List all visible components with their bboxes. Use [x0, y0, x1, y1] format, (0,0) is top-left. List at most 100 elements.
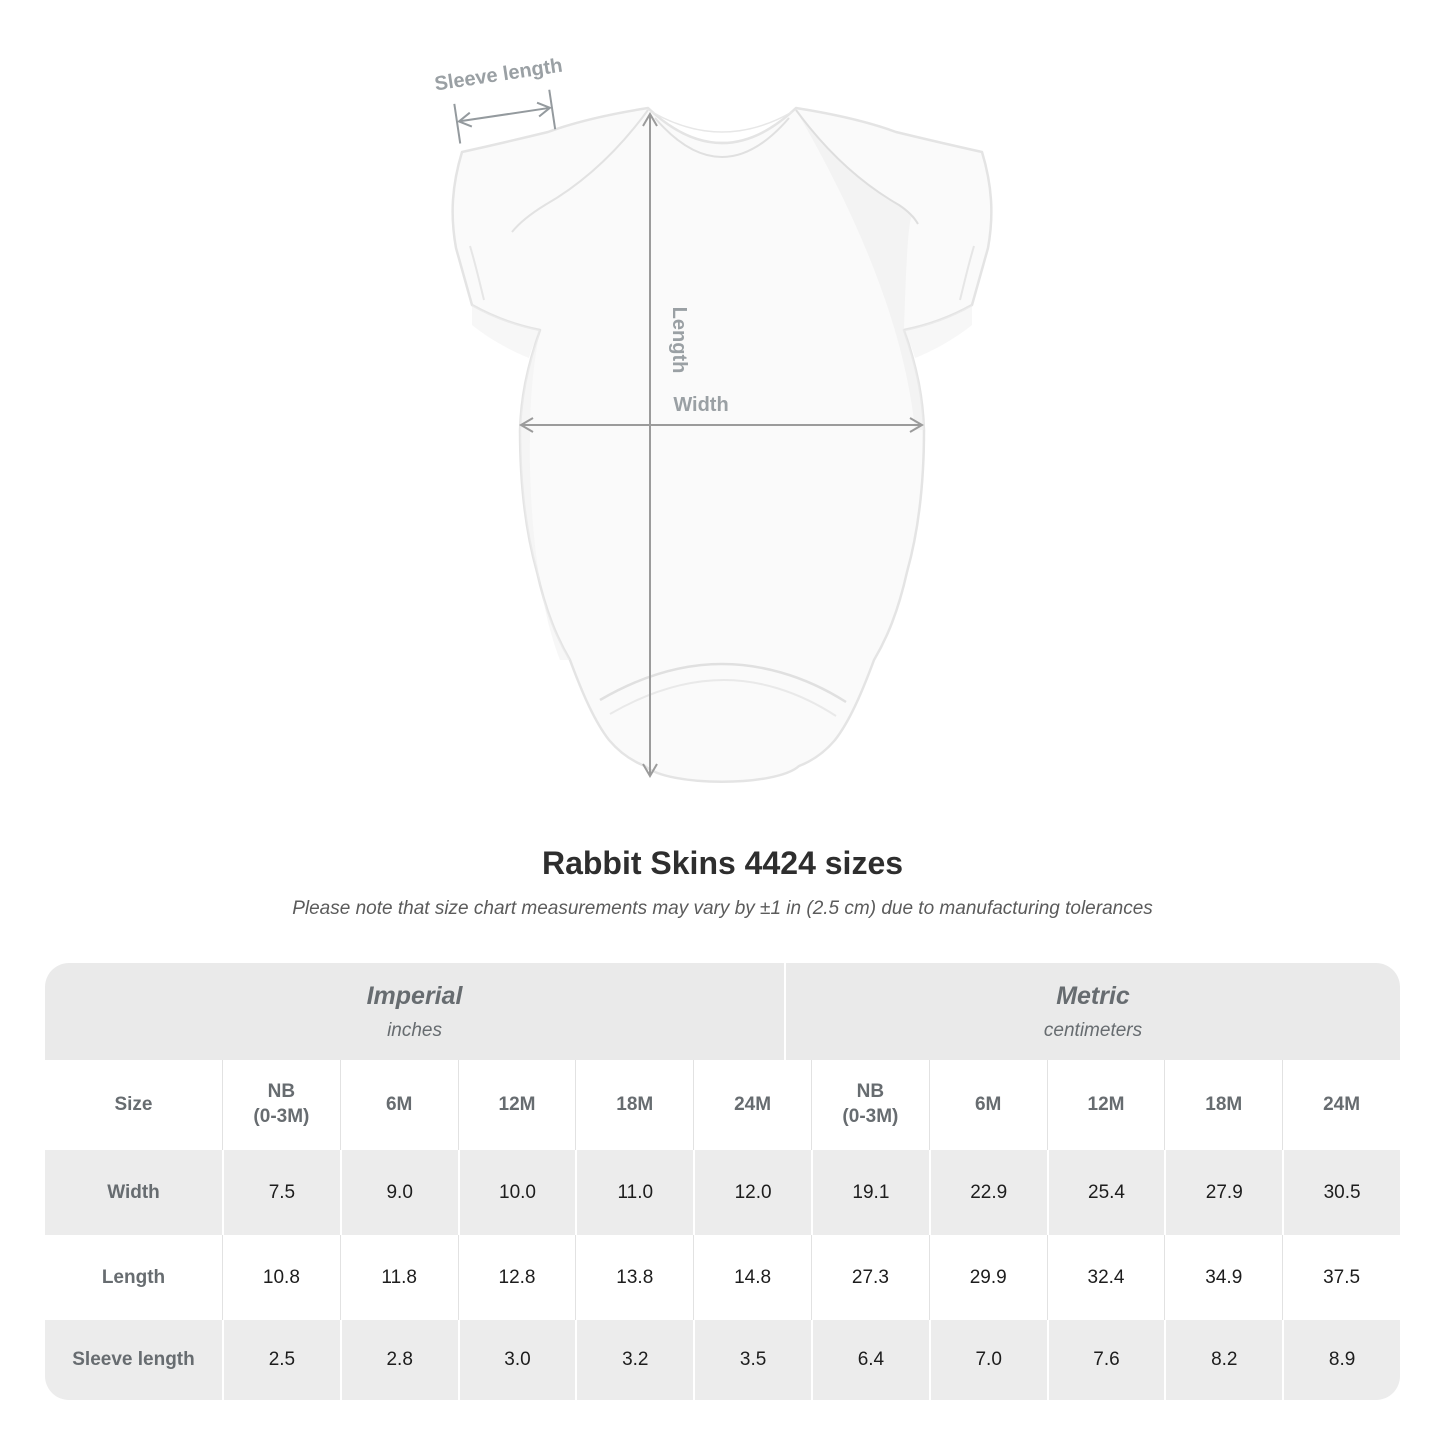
table-cell: 37.5	[1282, 1235, 1400, 1320]
row-label-text: Width	[107, 1181, 160, 1203]
size-table: Imperial inches Metric centimeters Size N…	[45, 963, 1400, 1400]
table-cell-text: 25.4	[1088, 1181, 1125, 1203]
sleeve-length-label: Sleeve length	[433, 55, 564, 96]
row-label-text: Length	[101, 1266, 166, 1288]
table-cell: 11.0	[575, 1150, 693, 1235]
table-cell-text: 2.8	[386, 1349, 413, 1370]
arrowhead-left-icon	[456, 111, 473, 128]
table-cell: 10.0	[457, 1150, 576, 1235]
table-cell: 7.6	[1046, 1320, 1165, 1400]
table-cell: 2.5	[222, 1320, 340, 1400]
table-cell: 7.5	[222, 1150, 340, 1235]
table-cell-text: 6.4	[857, 1349, 885, 1370]
table-cell: 32.4	[1046, 1235, 1165, 1320]
arrowhead-right-icon	[909, 417, 924, 433]
table-cell-text: 14.8	[734, 1266, 772, 1288]
table-cell: 34.9	[1164, 1235, 1282, 1320]
table-cell-text: 10.8	[262, 1266, 300, 1288]
table-cell: 3.5	[693, 1320, 811, 1400]
size-table-body: Width 7.5 9.0 10.0 11.0 12.0 19.1 22.9 25.4 27.9 3…	[45, 1150, 1400, 1400]
table-cell: 12.8	[457, 1235, 576, 1320]
table-cell: 10.8	[222, 1235, 340, 1320]
unit-group-header-row: Imperial inches Metric centimeters	[45, 963, 1400, 1060]
sleeve-measure-tick-left	[453, 103, 462, 144]
imperial-label: Imperial	[366, 981, 463, 1010]
table-row: Width 7.5 9.0 10.0 11.0 12.0 19.1 22.9 25.4 27.9 3…	[45, 1150, 1400, 1235]
column-header-text: NB (0-3M)	[842, 1081, 899, 1127]
table-cell-text: 7.0	[975, 1349, 1002, 1370]
table-cell-text: 22.9	[970, 1181, 1008, 1203]
table-cell: 2.8	[339, 1320, 458, 1400]
column-header: 24M	[1282, 1060, 1400, 1150]
size-corner-header: Size	[45, 1060, 222, 1150]
table-cell: 3.0	[457, 1320, 576, 1400]
table-cell-text: 8.2	[1211, 1349, 1238, 1370]
column-header: 12M	[1046, 1060, 1165, 1150]
column-header: 6M	[928, 1060, 1047, 1150]
column-header-text: 12M	[1087, 1093, 1125, 1115]
table-cell-text: 2.5	[268, 1349, 296, 1370]
column-header-text: 24M	[734, 1093, 772, 1115]
arrowhead-up-icon	[642, 112, 658, 127]
sleeve-measure-line	[458, 106, 551, 123]
table-cell-text: 11.8	[381, 1266, 417, 1288]
table-cell-text: 29.9	[969, 1266, 1007, 1288]
column-header: 12M	[457, 1060, 576, 1150]
table-cell-text: 27.9	[1205, 1181, 1243, 1203]
metric-label: Metric	[1056, 981, 1130, 1010]
table-row: Sleeve length 2.5 2.8 3.0 3.2 3.5 6.4 7.0 7.6 8.2…	[45, 1320, 1400, 1400]
table-cell: 3.2	[575, 1320, 693, 1400]
imperial-units: inches	[387, 1019, 442, 1041]
table-cell: 22.9	[928, 1150, 1047, 1235]
length-label: Length	[668, 307, 690, 374]
size-header-row: Size NB (0-3M) 6M 12M 18M 24M NB (0-3M) 6M 12M 18…	[45, 1060, 1400, 1150]
column-header-text: 6M	[974, 1093, 1002, 1115]
metric-units: centimeters	[1043, 1019, 1143, 1041]
table-cell-text: 37.5	[1323, 1266, 1361, 1288]
column-header-text: NB (0-3M)	[253, 1081, 310, 1127]
table-cell: 29.9	[928, 1235, 1047, 1320]
table-cell-text: 7.6	[1093, 1349, 1120, 1370]
arrowhead-left-icon	[519, 417, 534, 433]
length-annotation: Length	[642, 112, 690, 778]
table-cell-text: 8.9	[1328, 1349, 1356, 1370]
table-cell-text: 11.0	[617, 1181, 654, 1203]
column-header-text: 6M	[385, 1093, 413, 1115]
row-label-text: Sleeve length	[72, 1349, 195, 1370]
column-header: 18M	[575, 1060, 693, 1150]
table-cell: 8.9	[1282, 1320, 1400, 1400]
table-cell: 7.0	[928, 1320, 1047, 1400]
row-label: Sleeve length	[45, 1320, 222, 1400]
table-cell: 14.8	[693, 1235, 811, 1320]
table-cell: 27.3	[811, 1235, 929, 1320]
table-cell: 25.4	[1046, 1150, 1165, 1235]
table-cell-text: 12.8	[498, 1266, 536, 1288]
table-cell-text: 12.0	[734, 1181, 772, 1203]
table-cell-text: 10.0	[499, 1181, 536, 1203]
column-header: 24M	[693, 1060, 811, 1150]
arrowhead-down-icon	[642, 763, 658, 778]
column-header: NB (0-3M)	[222, 1060, 340, 1150]
bodysuit-measurement-diagram: Sleeve length Length Width	[433, 55, 993, 783]
size-corner-header-text: Size	[114, 1094, 153, 1115]
width-annotation: Width	[519, 394, 924, 433]
table-cell: 19.1	[811, 1150, 929, 1235]
page-subtitle: Please note that size chart measurements…	[292, 898, 1153, 919]
table-cell: 11.8	[339, 1235, 458, 1320]
column-header-text: 18M	[616, 1093, 654, 1115]
table-cell-text: 34.9	[1205, 1266, 1243, 1288]
table-cell-text: 13.8	[616, 1266, 654, 1288]
row-label: Length	[45, 1235, 222, 1320]
table-cell: 30.5	[1282, 1150, 1400, 1235]
table-cell-text: 32.4	[1087, 1266, 1125, 1288]
arrowhead-right-icon	[536, 101, 552, 118]
table-cell-text: 3.5	[739, 1349, 767, 1370]
column-header-text: 24M	[1323, 1093, 1361, 1115]
table-cell-text: 19.1	[852, 1181, 890, 1203]
table-cell-text: 27.3	[851, 1266, 889, 1288]
column-header-text: 12M	[498, 1093, 536, 1115]
row-label: Width	[45, 1150, 222, 1235]
table-cell: 27.9	[1164, 1150, 1282, 1235]
imperial-header: Imperial inches	[45, 963, 784, 1060]
